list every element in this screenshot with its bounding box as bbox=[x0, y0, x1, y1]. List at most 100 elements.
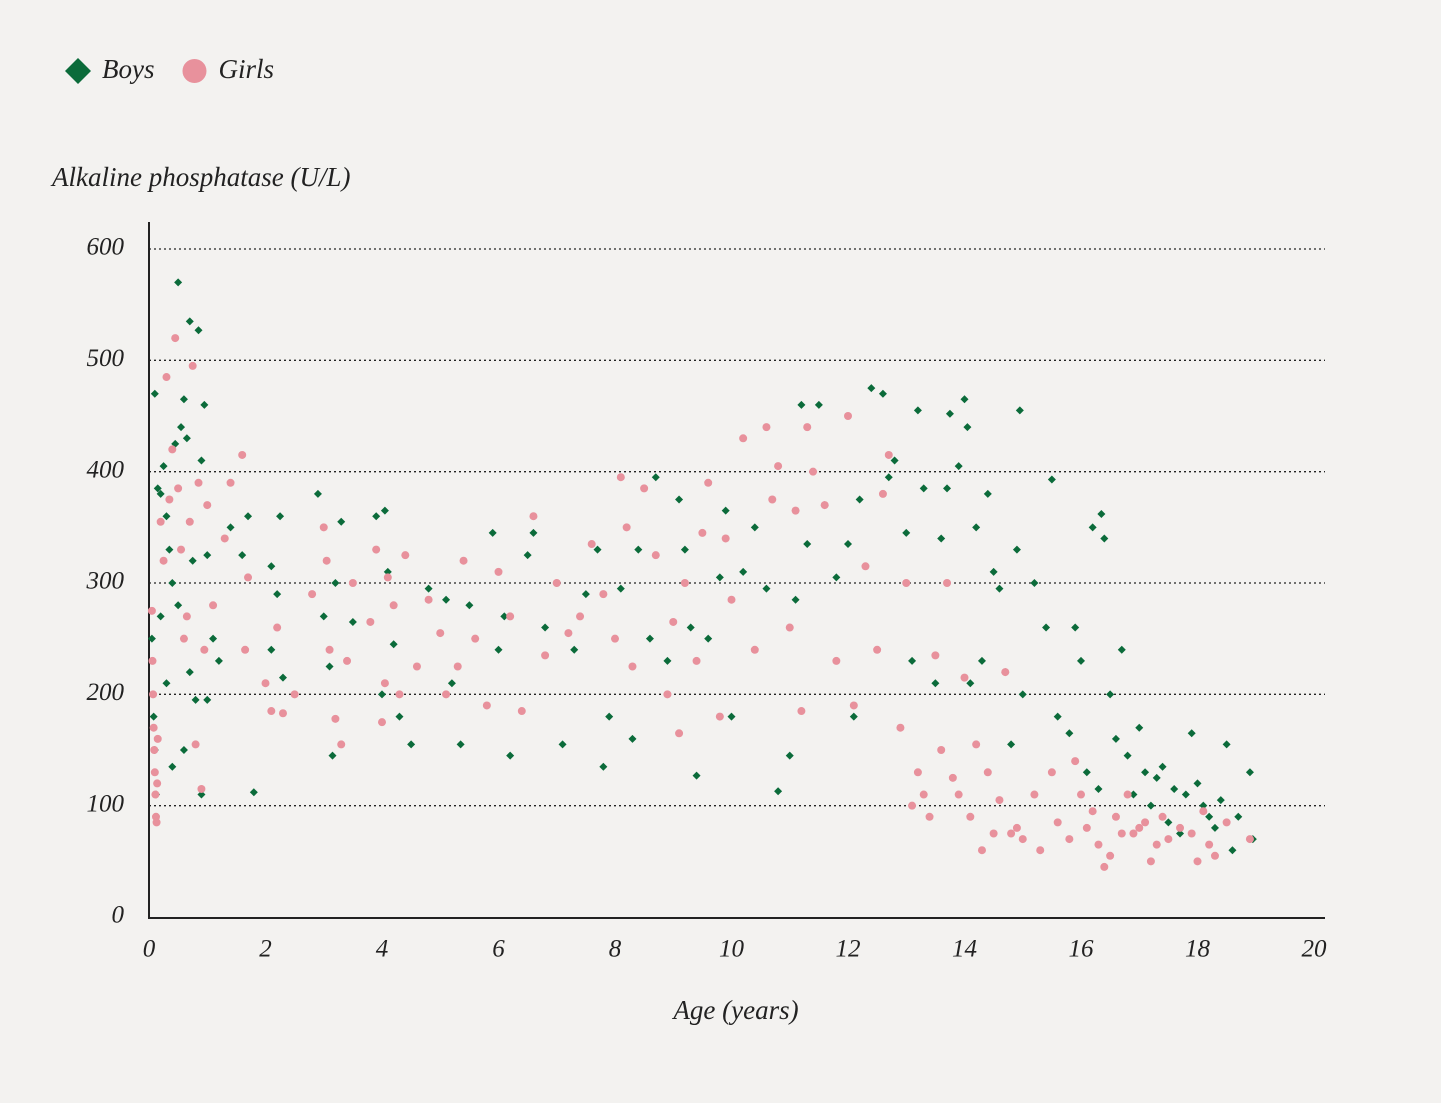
point bbox=[704, 634, 713, 643]
point bbox=[383, 573, 392, 582]
point bbox=[322, 556, 331, 565]
point bbox=[581, 590, 590, 599]
point bbox=[244, 512, 253, 521]
point bbox=[739, 434, 748, 443]
point bbox=[739, 567, 748, 576]
point bbox=[1245, 835, 1254, 844]
point bbox=[651, 551, 660, 560]
point bbox=[348, 617, 357, 626]
point bbox=[156, 612, 165, 621]
point bbox=[925, 812, 934, 821]
point bbox=[628, 734, 637, 743]
point bbox=[319, 612, 328, 621]
point bbox=[1152, 840, 1161, 849]
point bbox=[1141, 818, 1150, 827]
point bbox=[972, 523, 981, 532]
point bbox=[791, 595, 800, 604]
point bbox=[954, 462, 963, 471]
point bbox=[1007, 829, 1016, 838]
point bbox=[194, 326, 203, 335]
point bbox=[197, 784, 206, 793]
y-tick-label: 400 bbox=[87, 456, 125, 483]
point bbox=[447, 679, 456, 688]
point bbox=[966, 812, 975, 821]
point bbox=[185, 517, 194, 526]
point bbox=[943, 484, 952, 493]
point bbox=[768, 495, 777, 504]
point bbox=[194, 478, 203, 487]
x-tick-label: 8 bbox=[609, 936, 622, 963]
point bbox=[380, 679, 389, 688]
point bbox=[1164, 818, 1173, 827]
point bbox=[191, 695, 200, 704]
point bbox=[177, 545, 186, 554]
point bbox=[1106, 690, 1115, 699]
point bbox=[1018, 835, 1027, 844]
point bbox=[488, 528, 497, 537]
point bbox=[913, 406, 922, 415]
point bbox=[203, 551, 212, 560]
point bbox=[1146, 857, 1155, 866]
point bbox=[226, 478, 235, 487]
point bbox=[1065, 835, 1074, 844]
point bbox=[182, 612, 191, 621]
point bbox=[1082, 768, 1091, 777]
point bbox=[849, 712, 858, 721]
point bbox=[1228, 846, 1237, 855]
point bbox=[1135, 823, 1144, 832]
point bbox=[774, 462, 783, 471]
point bbox=[797, 707, 806, 716]
point bbox=[1152, 773, 1161, 782]
point bbox=[267, 645, 276, 654]
point bbox=[1007, 740, 1016, 749]
point bbox=[177, 423, 186, 432]
point bbox=[383, 567, 392, 576]
point bbox=[995, 796, 1004, 805]
point bbox=[179, 746, 188, 754]
point bbox=[162, 373, 171, 382]
point bbox=[412, 662, 421, 671]
point bbox=[197, 790, 206, 799]
point bbox=[1123, 790, 1132, 799]
point bbox=[1222, 818, 1231, 827]
point bbox=[867, 384, 876, 393]
point bbox=[774, 787, 783, 796]
point bbox=[1100, 862, 1109, 871]
point bbox=[1181, 790, 1190, 799]
point bbox=[343, 656, 352, 665]
x-tick-label: 2 bbox=[259, 936, 272, 963]
point bbox=[1222, 740, 1231, 749]
point bbox=[977, 846, 986, 855]
point bbox=[849, 701, 858, 710]
point bbox=[762, 584, 771, 593]
point bbox=[319, 523, 328, 532]
point bbox=[890, 456, 899, 465]
point bbox=[325, 662, 334, 671]
x-tick-label: 20 bbox=[1302, 936, 1328, 963]
point bbox=[482, 701, 491, 710]
point bbox=[456, 740, 465, 749]
point bbox=[1001, 668, 1010, 677]
y-tick-label: 0 bbox=[112, 902, 125, 929]
point bbox=[261, 679, 270, 688]
point bbox=[179, 395, 188, 404]
point bbox=[1015, 406, 1024, 415]
point bbox=[1097, 509, 1106, 518]
point bbox=[174, 278, 183, 287]
point bbox=[424, 595, 433, 604]
point bbox=[570, 645, 579, 654]
point bbox=[150, 389, 159, 398]
point bbox=[785, 623, 794, 632]
point bbox=[1047, 768, 1056, 777]
point bbox=[593, 545, 602, 554]
x-tick-label: 14 bbox=[952, 936, 977, 963]
point bbox=[459, 556, 468, 565]
point bbox=[1077, 656, 1085, 665]
point bbox=[1047, 475, 1056, 484]
point bbox=[506, 612, 515, 621]
legend-label: Boys bbox=[102, 54, 154, 84]
point bbox=[348, 579, 357, 587]
point bbox=[1193, 857, 1202, 866]
point bbox=[1094, 784, 1103, 793]
